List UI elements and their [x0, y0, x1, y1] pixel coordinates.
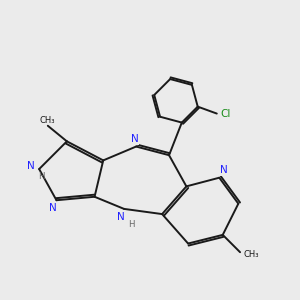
Text: CH₃: CH₃: [39, 116, 55, 125]
Text: N: N: [27, 161, 34, 171]
Text: N: N: [49, 203, 57, 213]
Text: N: N: [117, 212, 125, 222]
Text: H: H: [128, 220, 135, 229]
Text: Cl: Cl: [220, 109, 231, 118]
Text: H: H: [38, 172, 44, 181]
Text: N: N: [130, 134, 138, 144]
Text: N: N: [220, 165, 227, 175]
Text: CH₃: CH₃: [243, 250, 259, 260]
